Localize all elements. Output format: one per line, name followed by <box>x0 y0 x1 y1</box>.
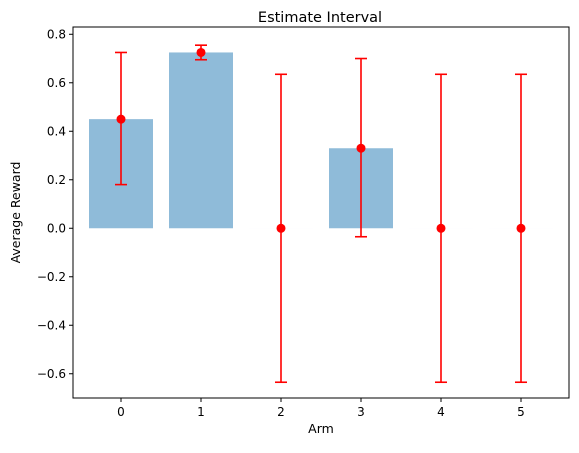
point-5 <box>516 223 526 233</box>
x-axis-label: Arm <box>308 421 334 436</box>
x-tick-label-1: 1 <box>197 405 205 419</box>
point-2 <box>276 223 286 233</box>
y-tick-label-1: −0.4 <box>37 318 66 332</box>
y-tick-label-4: 0.2 <box>47 173 66 187</box>
y-tick-label-6: 0.6 <box>47 76 66 90</box>
point-4 <box>436 223 446 233</box>
errorbars-layer <box>115 44 527 384</box>
x-tick-label-2: 2 <box>277 405 285 419</box>
y-tick-label-3: 0.0 <box>47 221 66 235</box>
x-tick-label-4: 4 <box>437 405 445 419</box>
point-3 <box>356 143 366 153</box>
y-tick-label-7: 0.8 <box>47 27 66 41</box>
x-axis: 0 1 2 3 4 5 <box>117 398 525 419</box>
x-tick-label-0: 0 <box>117 405 125 419</box>
x-tick-label-5: 5 <box>517 405 525 419</box>
bars-layer <box>89 52 553 229</box>
chart-title: Estimate Interval <box>258 10 382 26</box>
y-axis-label: Average Reward <box>8 162 23 264</box>
x-tick-label-3: 3 <box>357 405 365 419</box>
plot-frame <box>72 26 570 399</box>
point-1 <box>196 47 206 57</box>
y-axis: −0.6 −0.4 −0.2 0.0 0.2 0.4 0.6 0.8 <box>37 27 73 381</box>
point-0 <box>116 114 126 124</box>
y-tick-label-5: 0.4 <box>47 124 66 138</box>
y-tick-label-0: −0.6 <box>37 367 66 381</box>
bar-1 <box>169 52 233 229</box>
y-tick-label-2: −0.2 <box>37 270 66 284</box>
